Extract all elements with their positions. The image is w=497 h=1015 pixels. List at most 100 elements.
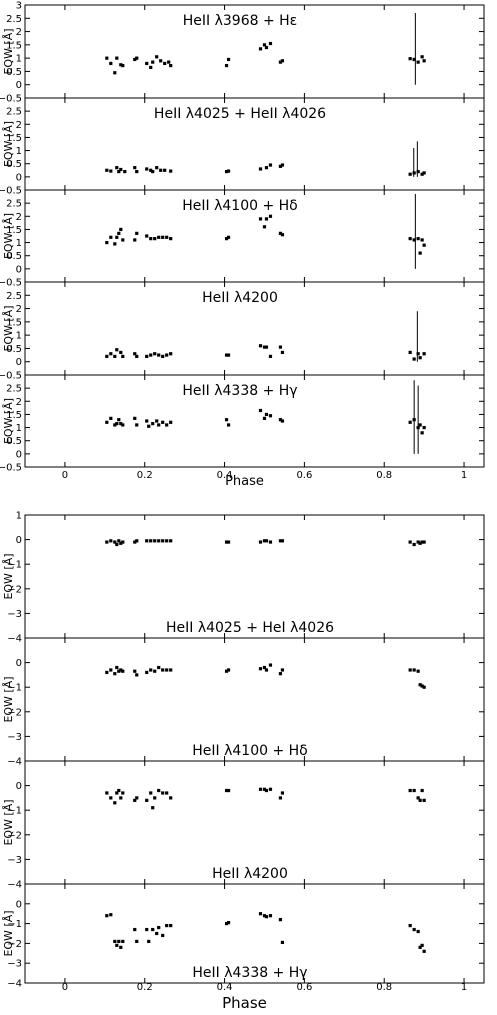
data-point <box>151 422 155 426</box>
panel-title: HeII λ4025 + HeI λ4026 <box>166 620 334 636</box>
y-tick-label: −2 <box>7 939 22 950</box>
data-point <box>420 431 424 435</box>
y-tick-label: 1 <box>16 54 22 65</box>
y-tick-label: −3 <box>7 855 22 866</box>
data-point <box>121 540 125 544</box>
data-point <box>258 540 263 544</box>
data-point <box>119 541 123 545</box>
data-point <box>117 170 121 174</box>
data-point <box>149 353 153 357</box>
data-point <box>226 235 231 239</box>
y-tick-label: −2 <box>7 707 22 718</box>
data-point <box>165 235 169 239</box>
data-point <box>133 798 137 802</box>
data-point <box>262 539 267 543</box>
data-point <box>109 352 113 356</box>
data-point <box>420 684 424 688</box>
data-point <box>117 231 121 235</box>
y-axis-label: EQW [Å] <box>2 398 15 444</box>
data-point <box>153 237 157 241</box>
data-point <box>280 539 285 543</box>
data-point <box>159 59 163 63</box>
data-point <box>145 234 149 238</box>
data-point <box>169 352 173 356</box>
y-tick-label: −1 <box>7 806 22 817</box>
y-tick-label: 1 <box>16 423 22 434</box>
data-point <box>268 663 273 667</box>
data-point <box>169 796 173 800</box>
data-point <box>149 791 153 795</box>
data-point <box>226 921 231 925</box>
data-point <box>412 357 416 361</box>
data-point <box>412 238 416 242</box>
panel-0-4: −0.5 0 0.5 1 1.5 2 2.5 EQW [Å] HeII λ4338 + Hγ <box>0 374 485 474</box>
data-point <box>115 56 119 60</box>
y-tick-label: 2 <box>16 120 22 131</box>
data-point <box>408 57 412 61</box>
data-point <box>258 167 263 171</box>
panel-title: HeII λ4200 <box>202 290 278 306</box>
data-point <box>113 801 117 805</box>
x-tick-label: 1 <box>461 470 467 481</box>
data-point <box>145 419 149 423</box>
data-point <box>119 227 123 232</box>
data-point <box>105 914 109 918</box>
data-point <box>278 345 283 349</box>
y-tick-label: 1.5 <box>6 317 22 328</box>
data-point <box>149 168 153 172</box>
data-point <box>161 791 165 795</box>
data-point <box>113 242 117 246</box>
data-point <box>161 539 165 543</box>
data-point <box>262 43 267 47</box>
data-point <box>422 352 426 356</box>
data-point <box>147 939 151 944</box>
data-point <box>109 61 113 66</box>
data-point <box>226 668 231 672</box>
data-point <box>135 354 139 358</box>
data-point <box>163 168 167 172</box>
data-point <box>264 166 269 170</box>
data-point <box>416 425 420 430</box>
data-point <box>280 233 285 237</box>
data-point <box>416 540 420 544</box>
y-tick-label: 0 <box>16 172 22 183</box>
data-point <box>109 796 113 800</box>
data-point <box>105 354 109 358</box>
data-point <box>408 237 412 241</box>
data-point <box>121 63 125 68</box>
panel-0-2: −0.5 0 0.5 1 1.5 2 2.5 EQW [Å] HeII λ4100 + Hδ <box>0 189 485 289</box>
data-point <box>115 791 119 795</box>
y-tick-label: −0.5 <box>0 371 22 382</box>
panel-title: HeII λ4200 <box>212 866 288 882</box>
y-tick-label: 1 <box>16 331 22 342</box>
data-point <box>153 539 157 543</box>
y-tick-label: −1 <box>7 919 22 930</box>
data-point <box>167 60 171 64</box>
panel-0-0: −0.5 0 0.5 1 1.5 2 2.5 3 EQW [Å] HeII λ3968 + Hε <box>0 1 485 105</box>
data-point <box>147 424 151 428</box>
y-tick-label: 0.5 <box>6 251 22 262</box>
data-point <box>133 416 137 420</box>
data-point <box>262 665 267 670</box>
data-point <box>151 927 155 932</box>
panel-0-1: −0.5 0 0.5 1 1.5 2 2.5 EQW [Å] HeII λ4025 + HeII… <box>0 97 485 197</box>
x-tick-label: 0.4 <box>217 470 233 481</box>
data-point <box>278 539 283 543</box>
panel-1-0: −4 −3 −2 −1 0 1 EQW [Å] HeII λ4025 + HeI λ4026 <box>2 511 485 645</box>
data-point <box>117 939 121 944</box>
data-point <box>157 353 161 357</box>
data-point <box>145 167 149 171</box>
data-point <box>278 164 283 168</box>
data-point <box>135 796 139 800</box>
y-tick-label: −4 <box>7 757 22 768</box>
data-point <box>264 539 269 543</box>
data-point <box>115 542 119 547</box>
y-tick-label: 0 <box>16 899 22 910</box>
data-point <box>278 418 283 422</box>
data-point <box>420 788 424 793</box>
data-point <box>280 350 285 355</box>
x-axis-label: Phase <box>225 474 264 489</box>
